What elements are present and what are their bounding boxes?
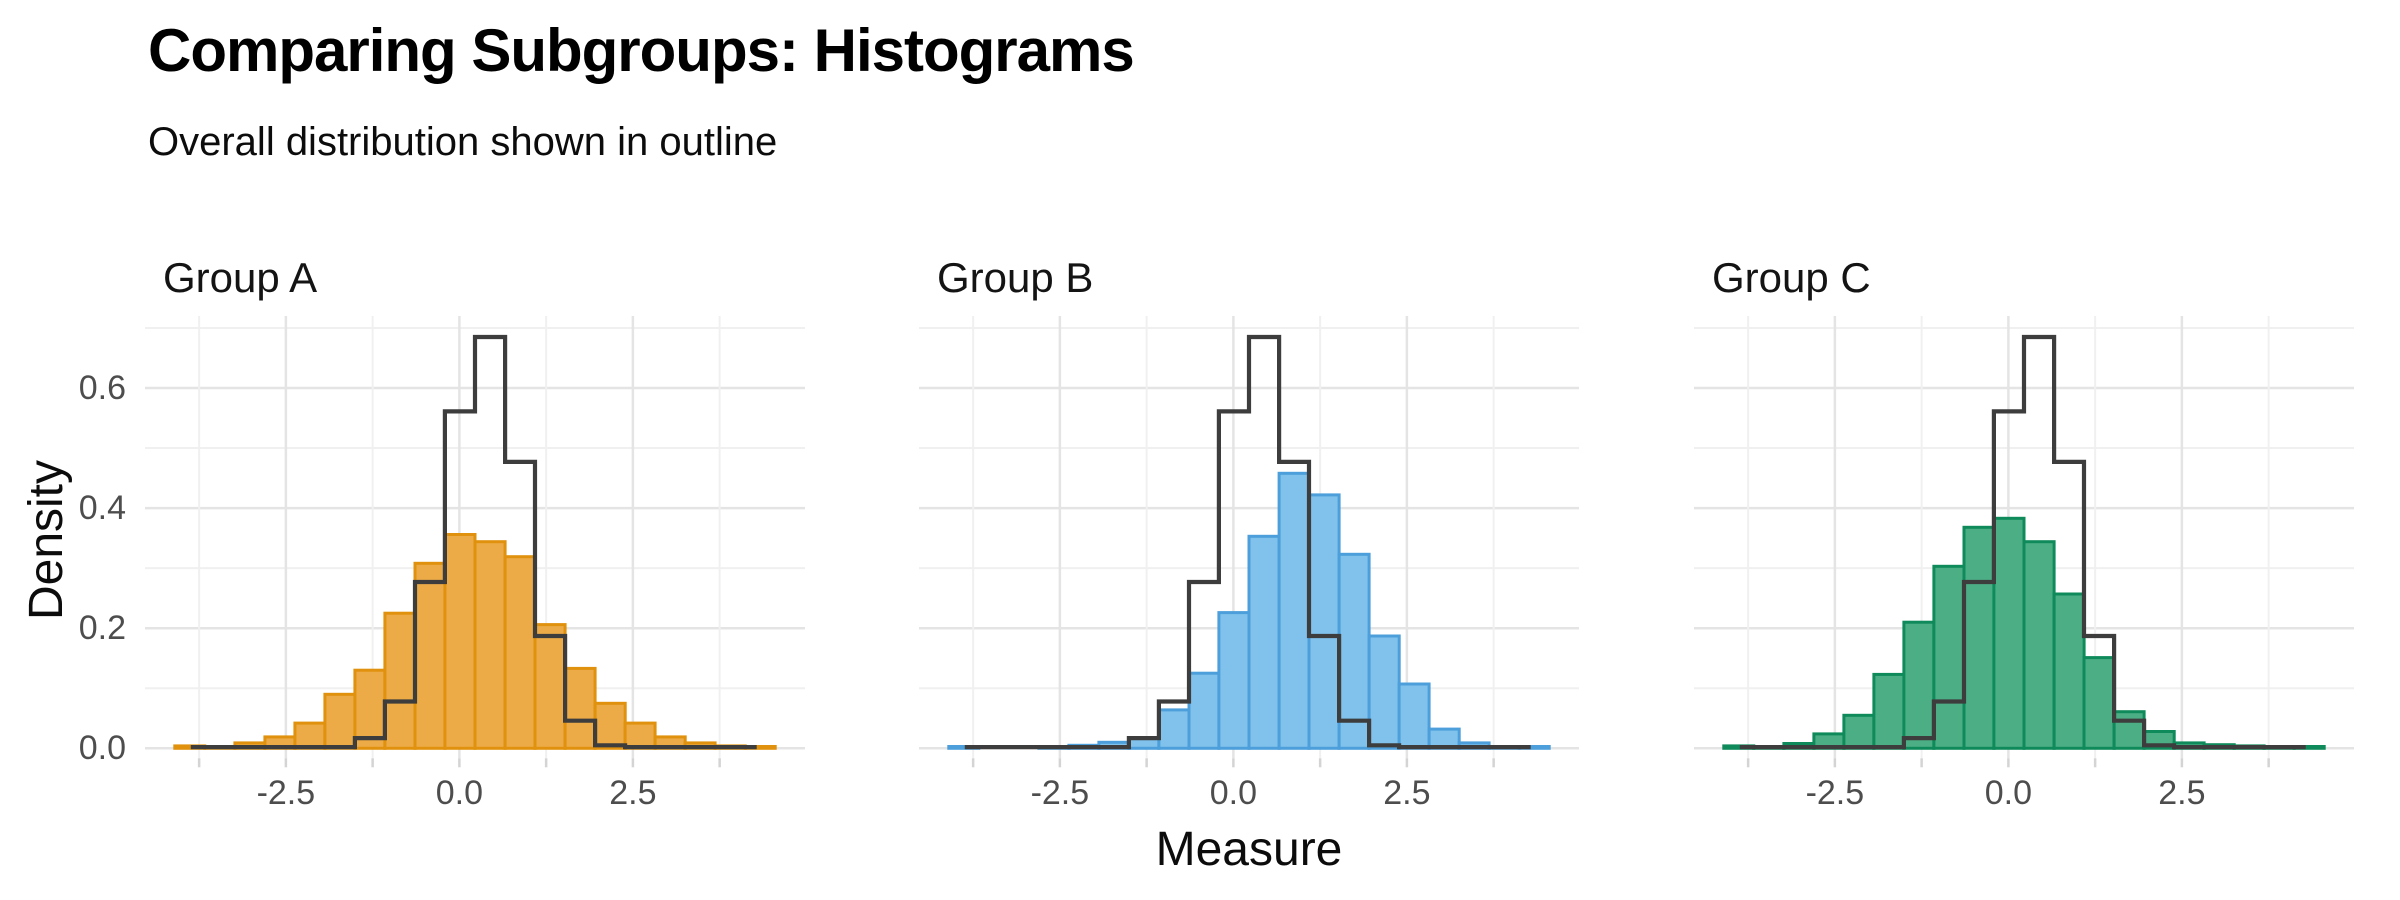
histogram-panel-group-b xyxy=(919,315,1579,768)
x-tick-label: 2.5 xyxy=(609,774,657,812)
facet-title-group-b: Group B xyxy=(937,254,1094,301)
histogram-bar xyxy=(533,623,567,750)
histogram-bar xyxy=(1842,713,1876,750)
histogram-bar xyxy=(1277,471,1311,750)
histogram-bar xyxy=(413,561,447,750)
histogram-bar xyxy=(2052,592,2086,750)
x-tick-label: 0.0 xyxy=(1209,774,1257,812)
histogram-bar xyxy=(1932,564,1966,750)
histogram-panel-group-a xyxy=(145,315,805,768)
histogram-bar xyxy=(1337,552,1371,750)
histogram-bar xyxy=(1307,493,1341,750)
histogram-bar xyxy=(1367,634,1401,750)
facet-title-group-a: Group A xyxy=(163,254,318,301)
histogram-bar xyxy=(1992,516,2026,750)
overall-distribution-outline xyxy=(1739,334,2306,750)
histogram-bar xyxy=(1217,611,1251,750)
x-tick-label: -2.5 xyxy=(256,774,316,812)
histogram-bar xyxy=(1247,534,1281,750)
histogram-bar xyxy=(2112,710,2146,750)
histogram-panel-group-c xyxy=(1694,315,2354,768)
histogram-bar xyxy=(293,721,327,750)
x-axis-title: Measure xyxy=(1155,823,1343,876)
histogram-bar xyxy=(2022,540,2056,750)
histogram-bar xyxy=(503,555,537,750)
y-tick-label: 0.6 xyxy=(78,369,126,407)
x-tick-label: 0.0 xyxy=(1984,774,2032,812)
histogram-bar xyxy=(443,533,477,750)
x-tick-label: 0.0 xyxy=(435,774,483,812)
overall-distribution-outline xyxy=(964,334,1531,750)
y-tick-label: 0.2 xyxy=(78,609,126,648)
histogram-bar xyxy=(353,668,387,750)
histogram-bar xyxy=(1962,525,1996,750)
histogram-bar xyxy=(323,692,357,750)
x-tick-label: -2.5 xyxy=(1030,774,1090,812)
x-tick-label: 2.5 xyxy=(1383,774,1431,812)
histogram-bar xyxy=(473,540,507,750)
histogram-bar xyxy=(623,721,657,750)
histogram-bar xyxy=(1187,671,1221,750)
x-tick-label: 2.5 xyxy=(2158,774,2206,812)
histogram-bar xyxy=(593,701,627,750)
histogram-bar xyxy=(563,666,597,750)
x-tick-label: -2.5 xyxy=(1805,774,1865,812)
overall-distribution-outline xyxy=(190,334,757,750)
histogram-bar xyxy=(1902,620,1936,750)
y-tick-label: 0.4 xyxy=(78,489,126,528)
histogram-bar xyxy=(1872,672,1906,750)
facet-title-group-c: Group C xyxy=(1712,254,1871,301)
y-tick-label: 0.0 xyxy=(78,729,126,768)
chart-subtitle: Overall distribution shown in outline xyxy=(148,120,778,164)
histogram-bar xyxy=(383,611,417,750)
histogram-bar xyxy=(1157,708,1191,750)
chart-title: Comparing Subgroups: Histograms xyxy=(148,17,1135,84)
histogram-bar xyxy=(2082,656,2116,750)
histogram-bar xyxy=(1397,682,1431,750)
